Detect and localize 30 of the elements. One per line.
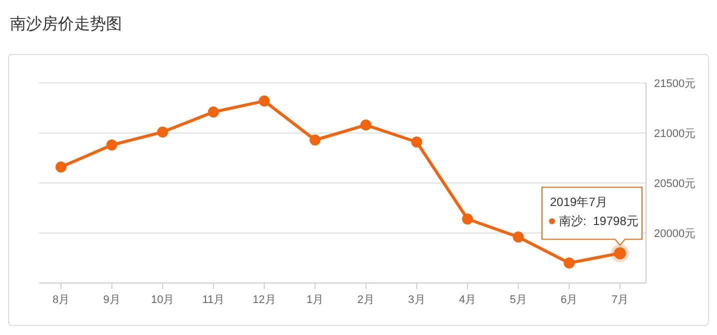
x-tick-label: 4月 [458, 294, 476, 306]
x-tick-label: 6月 [560, 294, 578, 306]
point [411, 136, 422, 148]
point [157, 126, 168, 138]
x-tick-label: 11月 [202, 294, 225, 306]
x-tick-label: 8月 [52, 294, 70, 306]
x-tick-label: 2月 [357, 294, 374, 306]
y-tick-label: 21500元 [654, 78, 696, 90]
annotation: 南沙: 19798元 [559, 214, 638, 228]
x-tick-label: 10月 [151, 294, 174, 306]
x-tick-label: 5月 [510, 294, 527, 306]
y-tick-label: 21000元 [654, 128, 696, 140]
point [258, 96, 270, 106]
x-tick-label: 9月 [103, 294, 120, 306]
point [564, 258, 575, 268]
x-tick-label: 3月 [408, 294, 426, 306]
chart-title: 南沙房价走势图 [9, 14, 123, 35]
point [512, 232, 524, 242]
x-tick-label: 1月 [306, 294, 324, 306]
x-tick-label: 12月 [252, 294, 276, 306]
point [106, 140, 118, 150]
x-tick-label: 7月 [611, 294, 629, 306]
y-tick-label: 20500元 [654, 178, 696, 190]
point [360, 120, 372, 130]
annotation: 2019年7月 [550, 195, 608, 210]
point [208, 106, 219, 118]
point [56, 162, 66, 172]
y-tick-label: 20000元 [654, 228, 696, 240]
point [462, 214, 474, 224]
point [310, 134, 321, 146]
